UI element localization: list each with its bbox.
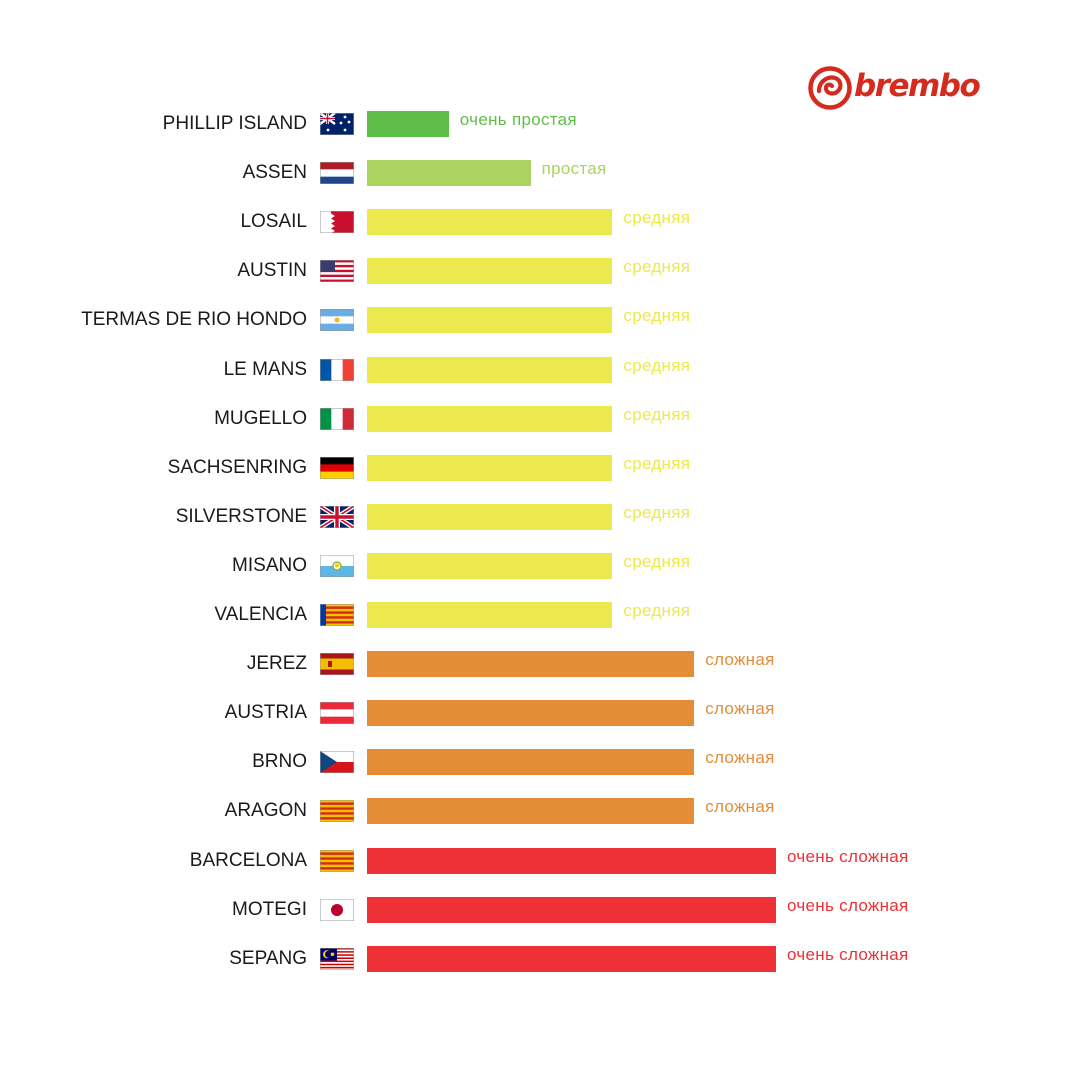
- track-name-termas-de-rio-hondo: TERMAS DE RIO HONDO: [81, 309, 307, 331]
- bar-aragon: [367, 798, 695, 825]
- difficulty-label-mugello: средняя: [623, 404, 691, 424]
- difficulty-label-aragon: сложная: [705, 797, 775, 817]
- czech-flag-icon: [320, 751, 354, 774]
- italy-flag-icon: [320, 407, 354, 430]
- difficulty-label-austin: средняя: [623, 257, 691, 277]
- track-name-motegi: MOTEGI: [232, 898, 307, 920]
- bar-losail: [367, 209, 613, 236]
- bar-barcelona: [367, 847, 776, 874]
- argentina-flag-icon: [320, 309, 354, 332]
- bar-assen: [367, 160, 531, 187]
- track-name-jerez: JEREZ: [246, 653, 307, 675]
- difficulty-label-silverstone: средняя: [623, 502, 691, 522]
- difficulty-label-phillip-island: очень простая: [459, 110, 577, 129]
- netherlands-flag-icon: [320, 162, 354, 185]
- usa-flag-icon: [320, 260, 354, 283]
- track-name-austria: AUSTRIA: [224, 702, 307, 724]
- japan-flag-icon: [320, 898, 354, 921]
- difficulty-label-motegi: очень сложная: [787, 895, 909, 915]
- bar-sepang: [367, 945, 776, 972]
- difficulty-label-le-mans: средняя: [623, 355, 691, 375]
- uk-flag-icon: [320, 505, 354, 528]
- track-name-barcelona: BARCELONA: [189, 849, 307, 871]
- difficulty-label-termas-de-rio-hondo: средняя: [623, 306, 691, 326]
- bar-misano: [367, 552, 613, 579]
- difficulty-label-barcelona: очень сложная: [787, 846, 909, 866]
- san-marino-flag-icon: [320, 554, 354, 577]
- difficulty-label-jerez: сложная: [705, 650, 775, 670]
- bar-austin: [367, 258, 613, 285]
- france-flag-icon: [320, 358, 354, 381]
- bar-valencia: [367, 602, 613, 628]
- malaysia-flag-icon: [320, 947, 354, 970]
- catalonia-flag-icon: [320, 849, 354, 872]
- brembo-wordmark: brembo: [854, 68, 981, 104]
- difficulty-label-misano: средняя: [623, 551, 691, 571]
- qatar-flag-icon: [320, 211, 354, 234]
- track-name-assen: ASSEN: [242, 162, 307, 184]
- bar-brno: [367, 749, 695, 776]
- track-name-mugello: MUGELLO: [214, 407, 307, 429]
- difficulty-label-sepang: очень сложная: [787, 944, 909, 964]
- difficulty-label-losail: средняя: [623, 208, 691, 228]
- difficulty-label-brno: сложная: [705, 748, 775, 768]
- bar-austria: [367, 700, 695, 727]
- track-name-brno: BRNO: [252, 751, 307, 773]
- bar-phillip-island: [367, 111, 449, 137]
- australia-flag-icon: [320, 113, 354, 135]
- spain-flag-icon: [320, 653, 354, 676]
- track-name-valencia: VALENCIA: [214, 604, 307, 625]
- track-name-losail: LOSAIL: [240, 211, 307, 233]
- valencia-flag-icon: [320, 604, 354, 626]
- track-name-phillip-island: PHILLIP ISLAND: [162, 113, 307, 134]
- bar-termas-de-rio-hondo: [367, 307, 613, 334]
- track-name-sachsenring: SACHSENRING: [167, 456, 307, 478]
- difficulty-label-valencia: средняя: [623, 601, 691, 620]
- brembo-disc-logo-icon: [808, 66, 852, 110]
- track-name-le-mans: LE MANS: [223, 358, 307, 380]
- difficulty-label-assen: простая: [541, 159, 607, 179]
- aragon-flag-icon: [320, 800, 354, 823]
- germany-flag-icon: [320, 456, 354, 479]
- difficulty-label-austria: сложная: [705, 699, 775, 719]
- track-name-austin: AUSTIN: [237, 260, 307, 282]
- bar-le-mans: [367, 356, 613, 383]
- difficulty-label-sachsenring: средняя: [623, 453, 691, 473]
- bar-jerez: [367, 651, 695, 678]
- bar-motegi: [367, 896, 776, 923]
- bar-silverstone: [367, 503, 613, 530]
- brembo-logo: brembo: [806, 64, 992, 112]
- bar-mugello: [367, 405, 613, 432]
- austria-flag-icon: [320, 702, 354, 725]
- track-name-aragon: ARAGON: [224, 800, 307, 822]
- track-name-silverstone: SILVERSTONE: [175, 505, 307, 527]
- track-name-misano: MISANO: [232, 554, 307, 576]
- track-name-sepang: SEPANG: [229, 947, 307, 969]
- bar-sachsenring: [367, 454, 613, 481]
